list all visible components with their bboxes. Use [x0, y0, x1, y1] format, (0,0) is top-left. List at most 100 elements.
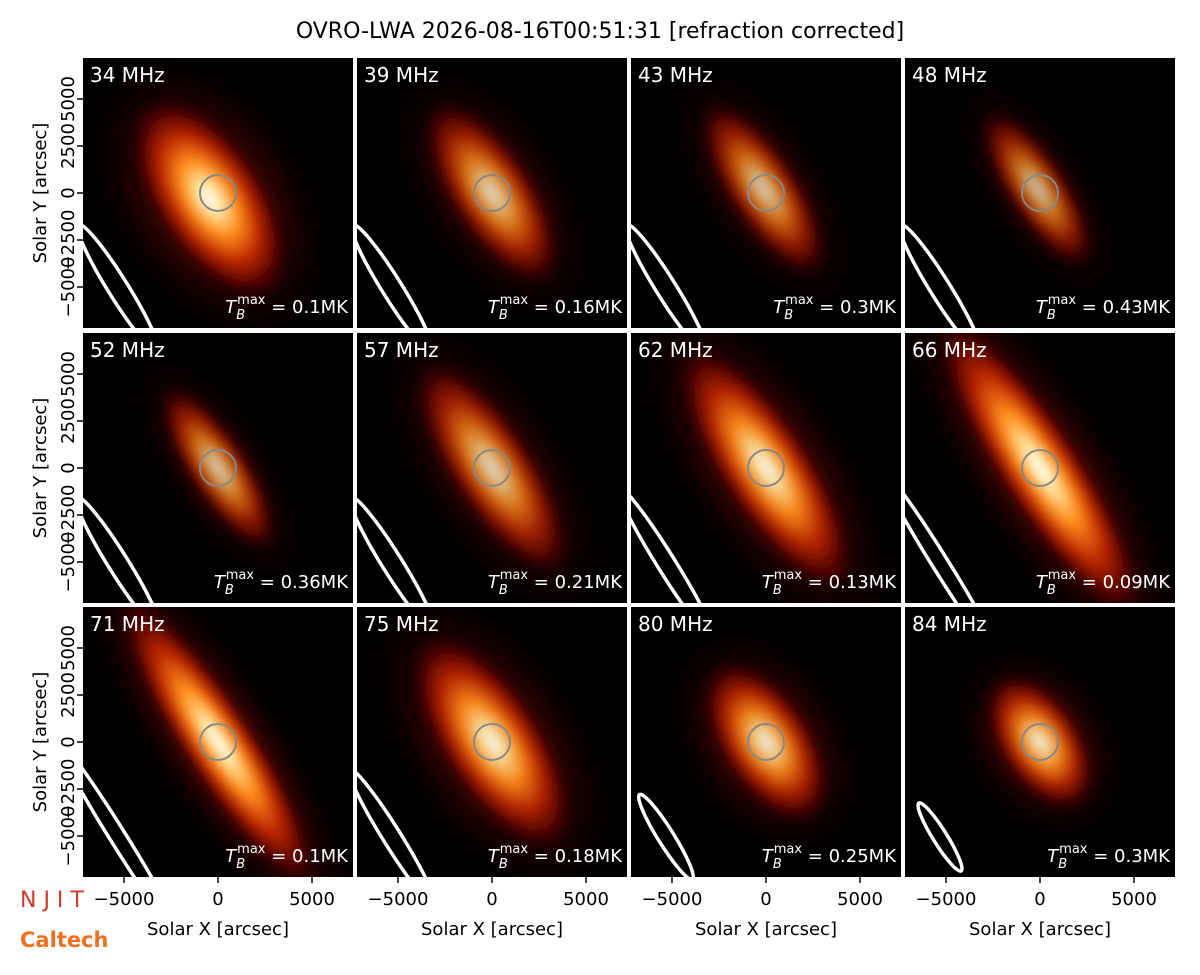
- tb-symbol: T: [1036, 572, 1049, 593]
- frequency-label: 75 MHz: [364, 612, 439, 636]
- brightness-map: [83, 58, 339, 328]
- tb-superscript: max: [500, 293, 529, 308]
- y-axis-label: Solar Y [arcsec]: [30, 123, 51, 264]
- tb-max-label: TBmax = 0.09MK: [1036, 568, 1171, 598]
- tb-superscript: max: [1048, 293, 1077, 308]
- tb-superscript: max: [1048, 568, 1077, 583]
- tb-max-label: TBmax = 0.25MK: [762, 842, 897, 872]
- y-tick-label: 2500: [58, 672, 79, 718]
- solar-disk: [473, 723, 511, 761]
- tb-subscript: B: [773, 583, 782, 598]
- x-tick-label: −5000: [916, 889, 977, 910]
- beam: [905, 222, 983, 328]
- x-tick-label: −5000: [94, 889, 155, 910]
- tb-value: = 0.3MK: [814, 297, 898, 318]
- frequency-label: 84 MHz: [912, 612, 987, 636]
- tb-subscript: B: [1058, 857, 1067, 872]
- brightness-map: [357, 58, 600, 328]
- beam: [916, 801, 964, 873]
- frequency-label: 34 MHz: [90, 63, 165, 87]
- y-tick-label: −5000: [58, 532, 79, 593]
- tb-max-label: TBmax = 0.16MK: [488, 293, 623, 323]
- logo-caltech: Caltech: [20, 928, 108, 952]
- tb-subscript: B: [1047, 308, 1056, 323]
- tb-max-label: TBmax = 0.13MK: [762, 568, 897, 598]
- tb-value: = 0.21MK: [528, 572, 623, 593]
- tb-value: = 0.1MK: [266, 297, 350, 318]
- x-axis-label: Solar X [arcsec]: [147, 919, 289, 940]
- panel: 43 MHz TBmax = 0.3MK: [631, 58, 901, 328]
- panel: 66 MHz TBmax = 0.09MK: [905, 333, 1175, 603]
- frequency-label: 80 MHz: [638, 612, 713, 636]
- tb-symbol: T: [488, 297, 501, 318]
- tb-max-label: TBmax = 0.18MK: [488, 842, 623, 872]
- tb-subscript: B: [499, 583, 508, 598]
- solar-disk: [473, 449, 511, 487]
- solar-disk: [747, 174, 785, 212]
- y-tick-label: −2500: [58, 759, 79, 820]
- frequency-label: 39 MHz: [364, 63, 439, 87]
- brightness-map: [83, 346, 309, 603]
- tb-superscript: max: [226, 568, 255, 583]
- y-tick-label: 0: [58, 736, 79, 747]
- beam: [83, 222, 161, 328]
- beam: [357, 494, 436, 603]
- y-tick-label: 5000: [58, 76, 79, 122]
- x-tick-label: −5000: [368, 889, 429, 910]
- x-tick-label: −5000: [642, 889, 703, 910]
- solar-disk: [199, 174, 237, 212]
- emission-core: [932, 333, 1148, 603]
- panel: 62 MHz TBmax = 0.13MK: [631, 333, 901, 603]
- tb-symbol: T: [1036, 297, 1049, 318]
- logo-njit: N J I T: [20, 888, 84, 913]
- x-axis-label: Solar X [arcsec]: [421, 919, 563, 940]
- brightness-map: [631, 333, 901, 603]
- x-tick-label: 5000: [563, 889, 609, 910]
- emission-core: [982, 670, 1098, 814]
- brightness-map: [631, 60, 862, 328]
- emission-core: [127, 92, 293, 305]
- y-tick-label: −5000: [58, 257, 79, 318]
- frequency-label: 57 MHz: [364, 338, 439, 362]
- x-tick-label: 0: [760, 889, 771, 910]
- y-tick-label: −2500: [58, 485, 79, 546]
- emission-core: [157, 382, 279, 554]
- beam: [357, 222, 435, 328]
- emission-core: [411, 356, 573, 580]
- tb-superscript: max: [785, 293, 814, 308]
- tb-max-label: TBmax = 0.3MK: [773, 293, 897, 323]
- figure-title: OVRO-LWA 2026-08-16T00:51:31 [refraction…: [296, 19, 904, 44]
- brightness-map: [905, 333, 1175, 603]
- tb-max-label: TBmax = 0.21MK: [488, 568, 623, 598]
- y-tick-label: 5000: [58, 625, 79, 671]
- solar-disk: [1021, 723, 1059, 761]
- solar-disk: [747, 723, 785, 761]
- tb-subscript: B: [1047, 583, 1056, 598]
- tb-value: = 0.3MK: [1088, 846, 1172, 867]
- brightness-map: [916, 638, 1132, 873]
- tb-subscript: B: [499, 857, 508, 872]
- tb-superscript: max: [774, 842, 803, 857]
- tb-subscript: B: [236, 308, 245, 323]
- tb-value: = 0.13MK: [802, 572, 897, 593]
- y-tick-label: 0: [58, 462, 79, 473]
- tb-subscript: B: [784, 308, 793, 323]
- frequency-label: 43 MHz: [638, 63, 713, 87]
- y-axis-label: Solar Y [arcsec]: [30, 398, 51, 539]
- panel: 39 MHz TBmax = 0.16MK: [357, 58, 627, 328]
- panel: 57 MHz TBmax = 0.21MK: [357, 333, 627, 603]
- tb-superscript: max: [500, 842, 529, 857]
- y-tick-label: 2500: [58, 398, 79, 444]
- beam: [905, 467, 1001, 603]
- x-axis-label: Solar X [arcsec]: [695, 919, 837, 940]
- tb-symbol: T: [225, 297, 238, 318]
- frequency-label: 52 MHz: [90, 338, 165, 362]
- x-tick-label: 5000: [1111, 889, 1157, 910]
- solar-disk: [747, 449, 785, 487]
- brightness-map: [905, 72, 1125, 328]
- tb-superscript: max: [237, 293, 266, 308]
